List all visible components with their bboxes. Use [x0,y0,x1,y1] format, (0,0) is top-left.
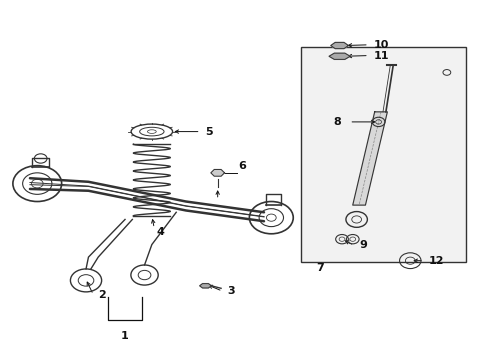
Text: 3: 3 [227,286,235,296]
Text: 5: 5 [205,127,213,136]
Text: 2: 2 [98,290,106,300]
Text: 4: 4 [157,227,164,237]
Polygon shape [352,112,386,205]
Text: 11: 11 [373,50,388,60]
Text: 1: 1 [121,331,129,341]
Text: 8: 8 [333,117,340,127]
Text: 10: 10 [373,40,388,50]
Text: 6: 6 [238,161,245,171]
Text: 7: 7 [316,263,323,273]
Polygon shape [328,53,349,59]
Polygon shape [199,284,211,288]
Bar [300,47,466,262]
Text: 9: 9 [358,240,366,250]
Text: 12: 12 [428,256,444,266]
Polygon shape [210,170,224,176]
Polygon shape [330,42,347,49]
